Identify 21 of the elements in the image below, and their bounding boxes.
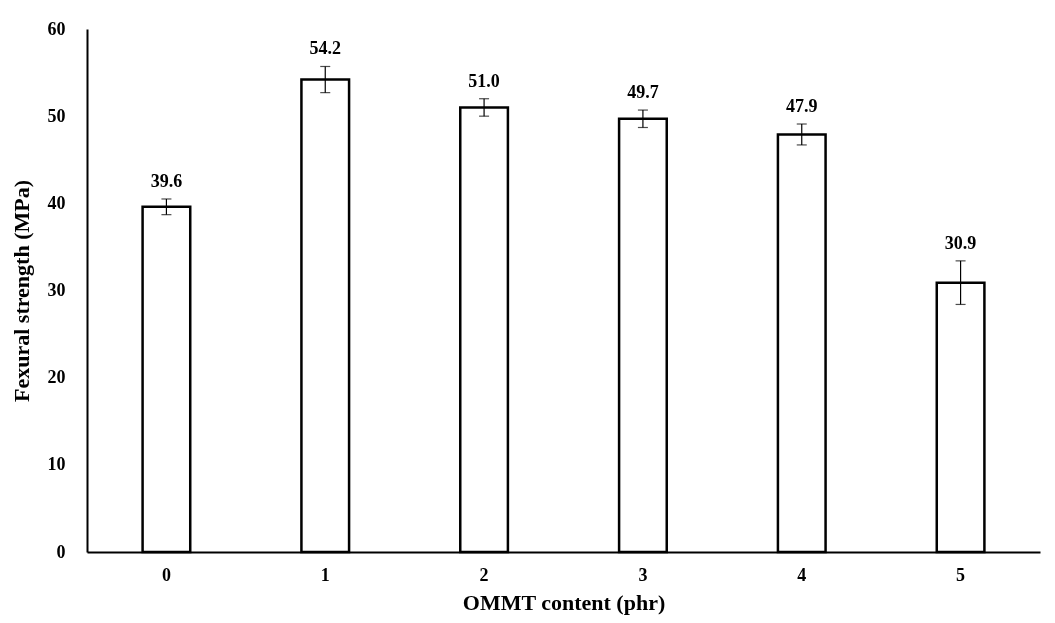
data-label: 51.0 (468, 70, 500, 91)
y-tick-label: 50 (47, 105, 66, 126)
data-label: 30.9 (944, 232, 977, 253)
y-tick-label: 60 (47, 18, 66, 39)
x-tick-label: 2 (479, 564, 489, 585)
x-tick-label: 3 (638, 564, 648, 585)
y-tick-label: 20 (47, 367, 66, 388)
data-label: 49.7 (627, 82, 659, 103)
x-tick-label: 4 (797, 564, 807, 585)
y-tick-label: 0 (56, 541, 66, 562)
y-tick-label: 10 (47, 454, 66, 475)
x-tick-label: 0 (161, 564, 171, 585)
data-label: 47.9 (786, 96, 818, 117)
data-label: 39.6 (150, 170, 183, 191)
x-tick-label: 1 (320, 564, 330, 585)
x-axis-title: OMMT content (phr) (462, 589, 666, 615)
data-label: 54.2 (309, 38, 341, 59)
y-tick-label: 40 (47, 192, 66, 213)
x-tick-label: 5 (956, 564, 966, 585)
y-tick-label: 30 (47, 280, 66, 300)
y-axis-title: Fexural strength (MPa) (8, 180, 34, 402)
